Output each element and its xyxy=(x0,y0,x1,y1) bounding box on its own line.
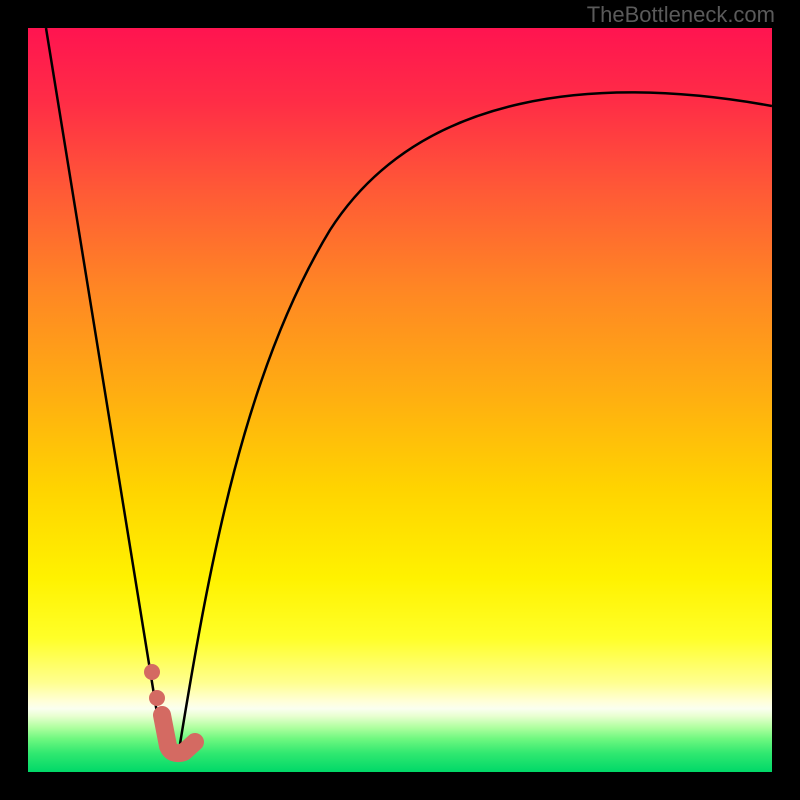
marker-dot xyxy=(149,690,165,706)
plot-area xyxy=(28,28,772,772)
bottleneck-chart xyxy=(0,0,800,800)
watermark-text: TheBottleneck.com xyxy=(587,2,775,28)
marker-dot xyxy=(144,664,160,680)
